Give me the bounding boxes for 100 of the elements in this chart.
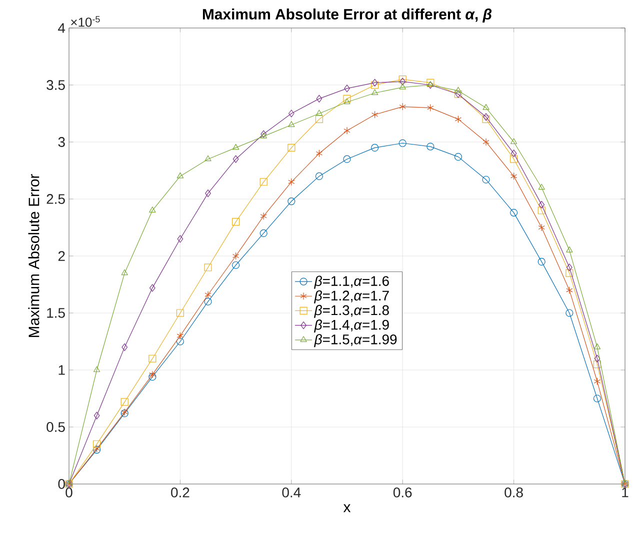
point <box>510 172 518 180</box>
y-tick-label: 2.5 <box>46 194 65 204</box>
point <box>176 309 184 317</box>
point <box>316 110 323 116</box>
point <box>566 309 574 317</box>
point <box>232 155 239 163</box>
point <box>538 200 545 208</box>
point <box>593 394 601 402</box>
point <box>371 89 378 96</box>
legend-label: β=1.1,α=1.6 <box>314 276 389 289</box>
point <box>122 343 128 351</box>
point <box>482 104 490 110</box>
point <box>176 172 184 178</box>
point <box>426 78 434 87</box>
point <box>510 138 518 144</box>
point <box>232 144 240 150</box>
point <box>120 398 128 406</box>
point <box>260 132 267 138</box>
point <box>232 218 240 226</box>
y-tick-label: 4 <box>58 23 66 33</box>
point <box>288 121 295 127</box>
point <box>426 142 434 150</box>
point <box>538 206 546 214</box>
point <box>149 284 156 292</box>
point <box>205 190 211 198</box>
point <box>510 208 518 216</box>
point <box>315 115 323 123</box>
y-tick-label: 1 <box>58 365 65 375</box>
point <box>344 98 350 104</box>
legend-label: β=1.3,α=1.8 <box>314 304 389 318</box>
point <box>260 212 267 220</box>
y-tick-label: 0 <box>58 479 65 489</box>
point <box>594 354 600 362</box>
x-tick-label: 1 <box>622 488 628 498</box>
point <box>343 155 351 163</box>
point <box>371 110 378 118</box>
point <box>176 332 184 340</box>
point <box>510 155 518 163</box>
point <box>593 360 601 368</box>
point <box>288 197 296 206</box>
point <box>260 229 268 237</box>
point <box>371 81 379 89</box>
x-tick-label: 0.8 <box>504 488 523 498</box>
point <box>232 261 240 269</box>
point <box>372 78 378 87</box>
point <box>315 172 323 180</box>
point <box>566 269 574 277</box>
x-tick-label: 0.4 <box>282 488 301 498</box>
point <box>482 138 490 146</box>
point <box>482 176 490 184</box>
point <box>399 102 406 110</box>
chart-title: Maximum Absolute Error at different α, β <box>202 8 492 22</box>
point <box>204 290 212 299</box>
point <box>93 366 100 372</box>
y-tick-label: 0.5 <box>46 422 65 432</box>
point <box>343 94 351 102</box>
legend-label: β=1.2,α=1.7 <box>314 290 389 304</box>
point <box>538 184 545 190</box>
point <box>594 378 601 386</box>
y-tick-label: 3 <box>58 137 65 147</box>
point <box>149 206 156 212</box>
y-axis-title: Maximum Absolute Error <box>28 174 40 337</box>
point <box>288 110 294 118</box>
point <box>538 258 546 266</box>
y-tick-label: 2 <box>58 251 65 261</box>
point <box>93 440 101 448</box>
y-tick-label: 3.5 <box>46 80 65 90</box>
point <box>344 126 350 134</box>
x-tick-label: 0 <box>66 488 72 498</box>
point <box>344 84 350 92</box>
x-tick-label: 0.6 <box>393 488 412 498</box>
y-tick-label: 1.5 <box>47 308 65 318</box>
point <box>399 83 406 90</box>
point <box>454 115 462 123</box>
legend-label: β=1.5,α=1.99 <box>314 334 397 348</box>
point <box>566 264 572 272</box>
point <box>427 104 434 112</box>
text: ×10$^{-5}$ <box>71 16 100 27</box>
x-tick-label: 0.2 <box>171 488 190 498</box>
point <box>204 264 212 272</box>
point <box>566 286 573 294</box>
point <box>149 370 156 378</box>
point <box>148 373 156 381</box>
point <box>204 298 212 306</box>
point <box>371 144 379 152</box>
point <box>316 94 322 102</box>
point <box>288 178 295 186</box>
point <box>260 130 267 138</box>
point <box>204 155 212 162</box>
point <box>232 252 240 260</box>
point <box>454 153 462 161</box>
point <box>454 86 462 93</box>
point <box>566 246 573 252</box>
point <box>121 269 128 276</box>
point <box>176 338 184 346</box>
point <box>398 139 406 147</box>
point <box>538 224 545 232</box>
point <box>594 343 601 350</box>
point <box>260 178 268 186</box>
point <box>94 412 100 420</box>
